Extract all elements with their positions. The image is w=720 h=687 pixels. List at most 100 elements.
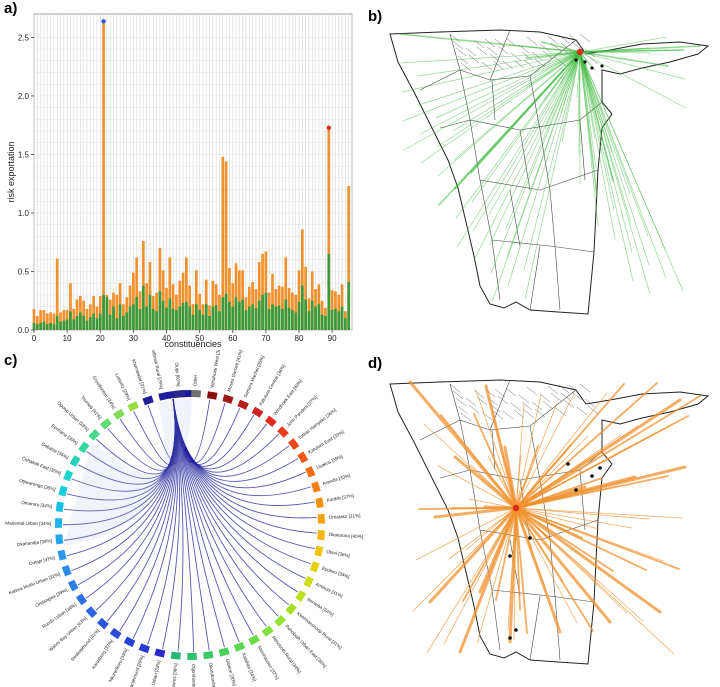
bar-total xyxy=(82,300,86,330)
constituency-border xyxy=(449,33,461,43)
flow-line xyxy=(462,507,517,602)
chord-segment xyxy=(218,647,230,657)
flow-line xyxy=(515,507,628,614)
chord-label: Omatako [31%] xyxy=(329,513,361,520)
chord-segment xyxy=(233,641,246,652)
constituency-border xyxy=(491,589,501,651)
chord-segment xyxy=(191,390,202,398)
flow-line xyxy=(420,51,581,164)
flow-line xyxy=(579,47,651,53)
flow-line xyxy=(515,507,567,531)
bar-total xyxy=(178,280,182,330)
bar-component xyxy=(125,312,129,330)
flow-line xyxy=(433,506,518,519)
chord-label: Rehoboth Rural [34%] xyxy=(271,635,302,674)
chord-segment xyxy=(206,391,218,400)
flow-line xyxy=(524,51,581,300)
bar-component xyxy=(82,315,86,330)
constituency-border xyxy=(492,60,504,70)
chord-segment xyxy=(113,408,125,420)
constituency-border xyxy=(560,392,572,402)
chord-segment xyxy=(55,518,63,528)
bar-component xyxy=(304,299,307,330)
constituency-border xyxy=(558,384,570,394)
chord-segment xyxy=(237,399,249,410)
chord-label: Omaruru [34%] xyxy=(21,500,53,509)
constituency-border xyxy=(452,40,464,50)
flow-line xyxy=(579,51,599,227)
chord-segment xyxy=(75,593,88,606)
bar-component xyxy=(72,319,76,330)
chord-segment xyxy=(295,590,307,602)
flow-line xyxy=(515,383,625,509)
chord-label: Karasburg [37%] xyxy=(91,639,114,670)
chord-segment xyxy=(55,534,64,545)
x-tick-label: 80 xyxy=(295,334,304,343)
x-tick-label: 10 xyxy=(63,334,72,343)
flow-line xyxy=(402,51,581,122)
flow-line xyxy=(515,477,603,509)
chord-segment xyxy=(203,651,214,660)
bar-component xyxy=(194,304,198,330)
constituency-border xyxy=(510,402,522,412)
bar-component xyxy=(148,294,152,330)
constituency-border xyxy=(460,412,472,422)
bar-component xyxy=(158,291,162,330)
chord-label: Epukiro [34%] xyxy=(321,566,350,580)
flow-line xyxy=(515,507,633,529)
bar-component xyxy=(330,310,334,330)
flow-line xyxy=(579,51,634,282)
constituency-border xyxy=(555,407,567,417)
flow-line xyxy=(579,51,651,295)
chord-link xyxy=(172,399,184,652)
bar-component xyxy=(218,311,221,330)
namibia-flow-map-green xyxy=(389,29,710,315)
destination-point xyxy=(590,474,594,478)
constituency-border xyxy=(468,404,480,414)
chord-segment xyxy=(303,576,314,588)
bar-component xyxy=(92,313,95,330)
chord-label: Gobabis [35%] xyxy=(41,441,70,460)
flow-line xyxy=(418,51,581,106)
flow-line xyxy=(491,51,581,303)
constituency-border xyxy=(465,397,477,407)
bar-total xyxy=(304,266,307,330)
bar-component xyxy=(59,321,62,330)
flow-line xyxy=(437,51,581,177)
constituency-border xyxy=(521,51,533,61)
flow-line xyxy=(401,51,581,93)
bar-total xyxy=(132,272,135,330)
chord-label: Aminuis [31%] xyxy=(315,582,344,599)
flow-line xyxy=(523,51,581,271)
chord-segment xyxy=(248,634,260,646)
bar-component xyxy=(310,300,314,330)
bar-component xyxy=(155,311,158,330)
constituency-border xyxy=(558,34,570,44)
constituency-border xyxy=(457,55,469,65)
flow-line xyxy=(453,455,518,510)
chord-segment xyxy=(264,415,277,427)
bar-total xyxy=(35,315,39,330)
chord-label: Swakopmund [41%] xyxy=(70,628,101,662)
bar-component xyxy=(234,297,238,330)
bar-component xyxy=(291,310,294,330)
bar-component xyxy=(320,314,324,330)
namibia-flow-map-orange xyxy=(389,379,710,665)
bar-component xyxy=(214,305,218,330)
constituency-border xyxy=(547,385,559,395)
chord-label: John Pandeni [37%] xyxy=(286,395,318,428)
chord-label: Khomasdal [31%] xyxy=(131,359,147,395)
chord-label: Daures [36%] xyxy=(170,663,178,687)
bar-total xyxy=(52,313,56,330)
bar-total xyxy=(264,251,268,330)
destination-point xyxy=(528,536,532,540)
bar-component xyxy=(79,312,82,330)
destination-point xyxy=(583,60,587,64)
constituency-border xyxy=(502,410,514,420)
flow-line xyxy=(505,51,581,229)
y-tick-label: 1.5 xyxy=(18,150,30,159)
constituency-border xyxy=(473,389,485,399)
highlight-marker xyxy=(101,19,106,24)
chord-segment xyxy=(138,643,151,654)
chord-segment xyxy=(154,648,166,658)
